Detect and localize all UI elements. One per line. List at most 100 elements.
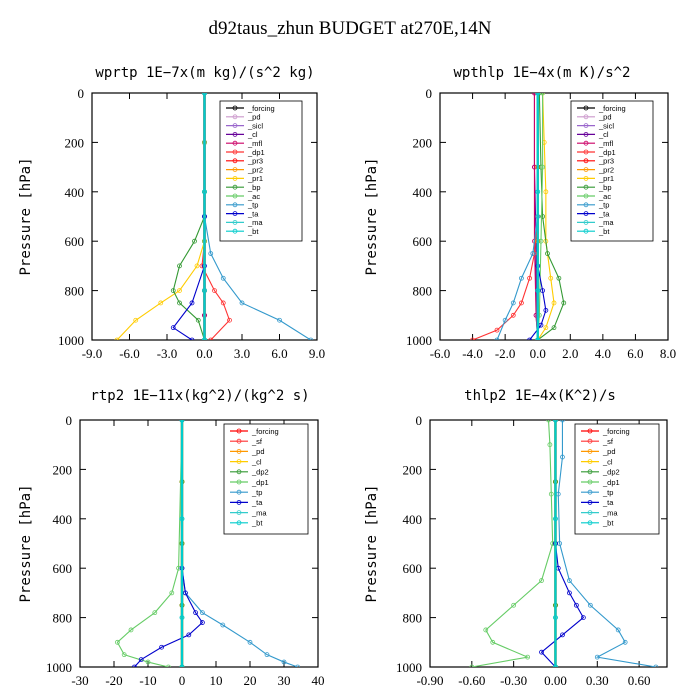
legend-marker xyxy=(587,499,593,505)
series-point xyxy=(545,251,550,256)
series-point xyxy=(469,664,475,667)
legend-entry-label: _tp xyxy=(598,201,609,210)
legend-entry-label: _tp xyxy=(247,201,258,210)
y-tick-label: 200 xyxy=(65,135,85,150)
legend-marker xyxy=(583,211,589,217)
legend-marker xyxy=(583,219,589,225)
legend-entry-label: _dp1 xyxy=(251,478,269,487)
legend-entry-label: _pr3 xyxy=(598,157,614,166)
series-point xyxy=(519,300,524,306)
series-point xyxy=(553,420,558,423)
x-tick-label: 0.0 xyxy=(196,346,212,361)
series-point xyxy=(133,317,139,323)
series-point xyxy=(553,516,558,522)
series-point xyxy=(192,238,197,244)
y-tick-label: 200 xyxy=(413,135,433,150)
series-point xyxy=(527,337,532,340)
x-tick-label: 0.0 xyxy=(530,346,546,361)
legend-marker xyxy=(583,167,589,173)
x-tick-label: 0.30 xyxy=(586,673,609,688)
legend-entry-label: _bt xyxy=(251,519,263,528)
series-line-ta xyxy=(133,420,204,667)
series-point xyxy=(553,664,558,667)
series-point xyxy=(177,300,182,306)
legend-entry-label: _tp xyxy=(251,488,262,497)
series-point xyxy=(170,325,176,331)
legend-marker xyxy=(583,140,589,146)
chart-title: rtp2 1E−11x(kg^2)/(kg^2 s) xyxy=(90,388,309,404)
series-point xyxy=(227,317,232,323)
legend-entry-label: _bp xyxy=(598,183,612,192)
series-layer xyxy=(114,93,314,340)
legend-marker xyxy=(232,131,238,137)
series-point xyxy=(277,317,282,323)
series-point xyxy=(540,93,545,96)
x-tick-label: 6.0 xyxy=(627,346,643,361)
legend-marker xyxy=(232,158,238,164)
y-tick-label: 600 xyxy=(413,234,433,249)
y-tick-label: 200 xyxy=(53,462,73,477)
series-point xyxy=(281,659,287,665)
series-point xyxy=(561,300,567,306)
legend-marker xyxy=(583,105,589,111)
legend-entry-label: _dp1 xyxy=(598,148,616,157)
legend-entry-label: _ma xyxy=(598,218,614,227)
y-tick-label: 800 xyxy=(53,611,73,626)
series-line-tp xyxy=(557,420,656,667)
x-tick-label: 3.0 xyxy=(234,346,250,361)
series-point xyxy=(548,275,554,281)
plot-frame xyxy=(439,92,669,341)
series-point xyxy=(553,615,558,620)
legend-entry-label: _dp2 xyxy=(251,468,269,477)
legend-marker xyxy=(587,459,593,465)
figure-title: d92taus_zhun BUDGET at270E,14N xyxy=(208,18,492,39)
legend-entry-label: _sicl xyxy=(598,121,614,130)
legend-marker xyxy=(587,479,593,485)
legend-entry-label: _dp1 xyxy=(247,148,265,157)
series-point xyxy=(169,590,175,596)
legend-entry-label: _ta xyxy=(598,209,610,218)
series-point xyxy=(308,337,314,340)
legend-entry-label: _sicl xyxy=(247,121,263,130)
series-point xyxy=(189,300,195,306)
series-point xyxy=(587,602,593,608)
legend-entry-label: _cl xyxy=(247,130,258,139)
y-tick-label: 1000 xyxy=(46,660,72,675)
legend-entry-label: _pr2 xyxy=(598,165,614,174)
x-tick-label: 2.0 xyxy=(562,346,578,361)
y-axis-label: Pressure [hPa] xyxy=(364,484,380,602)
series-point xyxy=(202,288,207,294)
series-point xyxy=(212,288,217,294)
series-point xyxy=(543,325,549,331)
legend-marker xyxy=(232,193,238,199)
series-point xyxy=(193,610,199,616)
legend-entry-label: _mfl xyxy=(598,139,614,148)
legend-entry-label: _pd xyxy=(598,113,612,122)
x-tick-label: -3.0 xyxy=(157,346,178,361)
legend-marker xyxy=(232,228,238,234)
series-point xyxy=(114,337,120,340)
series-point xyxy=(220,275,226,281)
legend-entry-label: _ac xyxy=(598,192,611,201)
series-point xyxy=(145,659,151,665)
legend-entry-label: _ma xyxy=(602,508,618,517)
legend-entry-label: _pr3 xyxy=(247,157,263,166)
x-tick-label: 6.0 xyxy=(271,346,287,361)
series-point xyxy=(152,610,158,616)
series-point xyxy=(539,578,544,583)
legend-marker xyxy=(232,202,238,208)
legend-entry-label: _mfl xyxy=(247,139,263,148)
series-point xyxy=(179,420,185,423)
legend-entry-label: _bt xyxy=(602,519,614,528)
x-tick-label: -2.0 xyxy=(495,346,516,361)
series-point xyxy=(170,288,176,294)
y-axis-label: Pressure [hPa] xyxy=(18,484,34,602)
legend-entry-label: _ta xyxy=(247,209,259,218)
series-point xyxy=(494,337,500,340)
legend: _forcing_sf_pd_cl _dp2_dp1_tp_ta_ma _bt xyxy=(574,423,660,535)
legend-entry-label: _ta xyxy=(251,498,263,507)
legend-entry-label: _forcing xyxy=(247,104,275,113)
series-point xyxy=(138,657,144,662)
series-point xyxy=(560,454,565,460)
